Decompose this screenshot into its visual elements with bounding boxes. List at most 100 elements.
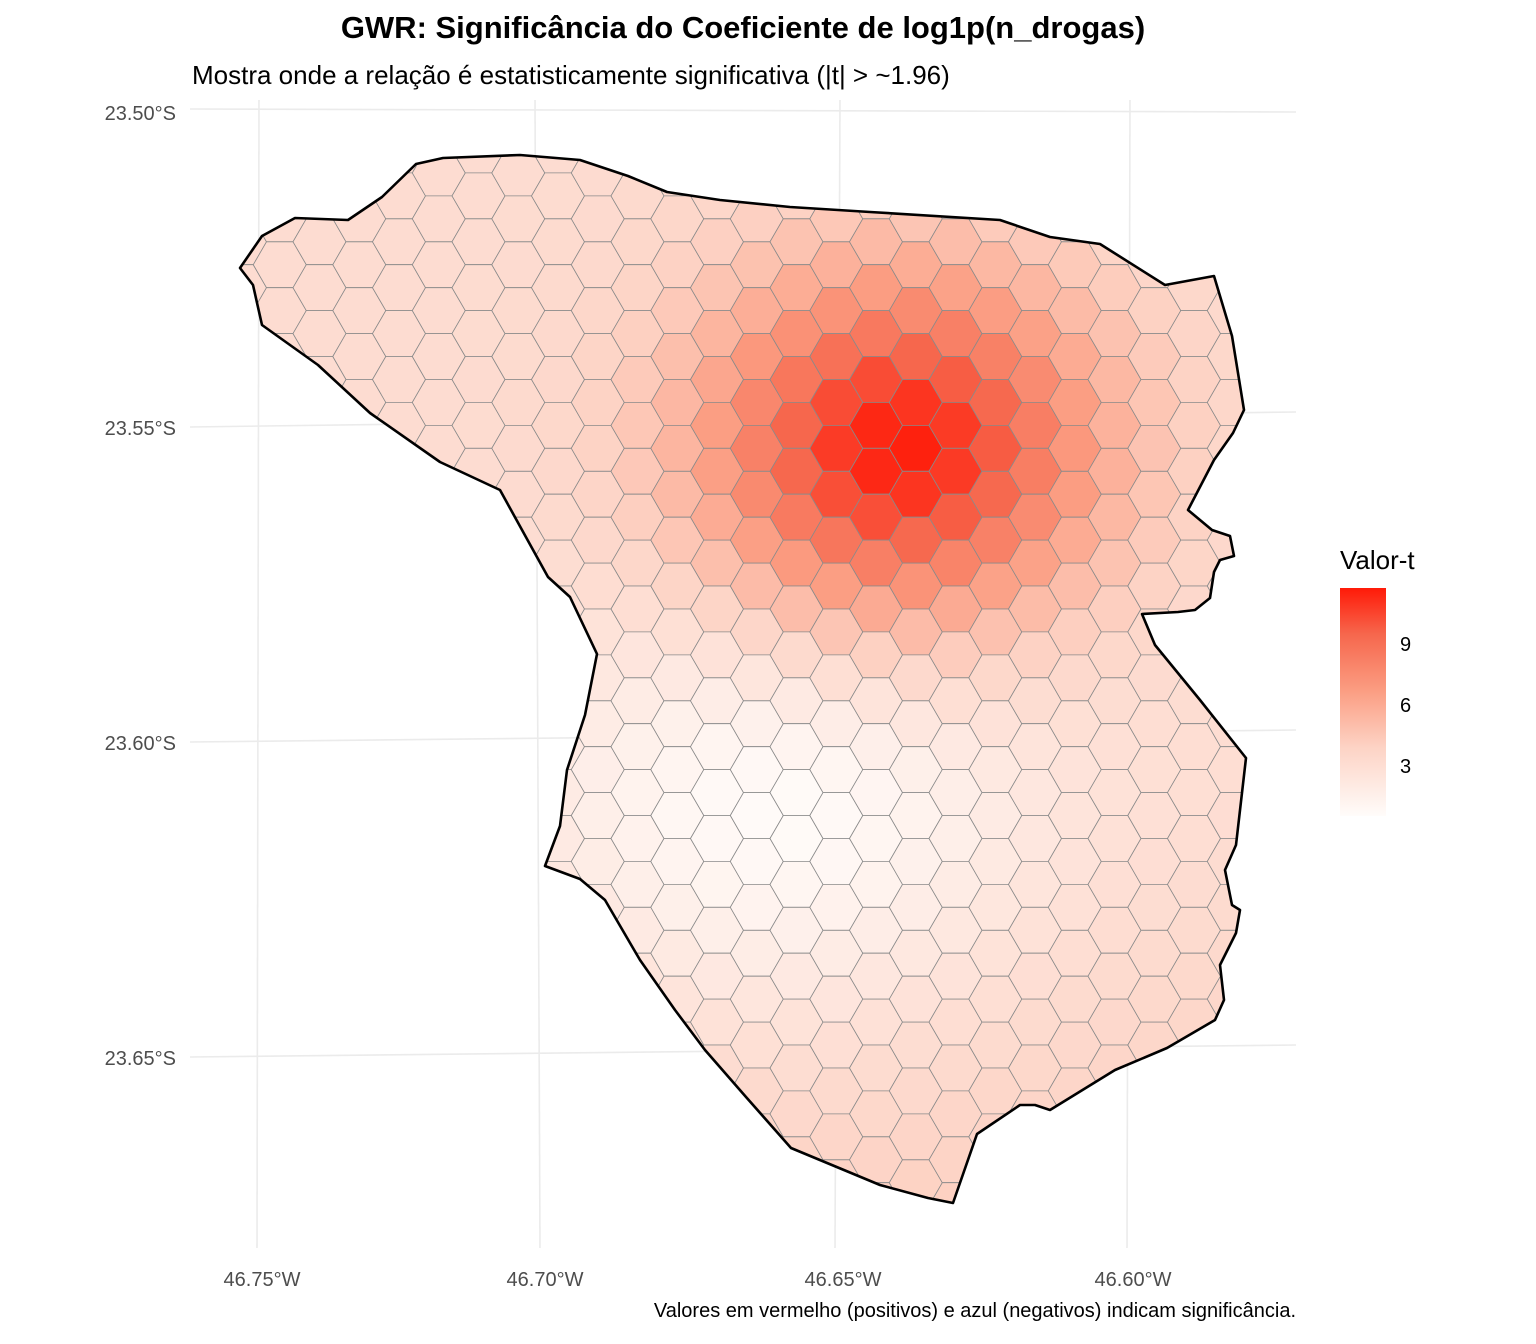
hex-cell [570, 929, 625, 977]
hex-cell [174, 1160, 227, 1206]
y-tick-label: 23.50°S [105, 103, 176, 125]
map-title: GWR: Significância do Coeficiente de log… [340, 10, 1146, 45]
hex-cell [372, 1182, 426, 1203]
hex-cell [1048, 1206, 1101, 1252]
hex-cell [1008, 1182, 1062, 1203]
hex-cell [1327, 1045, 1380, 1091]
hex-cell [174, 242, 227, 288]
hex-cell [691, 81, 744, 127]
hex-cell [292, 172, 347, 220]
hex-cell [372, 952, 426, 1000]
hex-cell [1247, 1229, 1300, 1275]
legend-colorbar [1340, 588, 1386, 816]
hex-cell [491, 792, 546, 839]
hex-cell [1167, 218, 1221, 266]
hex-cell [174, 701, 227, 747]
hex-cell [1247, 173, 1300, 219]
hex-cell [240, 952, 267, 1000]
hex-cell [332, 1067, 387, 1115]
hex-cell [491, 975, 546, 1023]
hex-cell [531, 677, 585, 725]
hex-cell [969, 1252, 1022, 1298]
hex-cell [333, 1206, 386, 1252]
hex-cell [611, 1229, 664, 1275]
hex-cell [611, 81, 664, 127]
hex-cell [1327, 265, 1380, 311]
hex-cell [174, 380, 227, 426]
hex-cell [651, 1252, 704, 1298]
hex-cell [1206, 470, 1246, 518]
hex-cell [1247, 219, 1300, 265]
hex-cell [1287, 747, 1340, 793]
hex-cell [1327, 448, 1380, 494]
hex-cell [411, 470, 466, 518]
hex-cell [372, 631, 426, 679]
hex-cell [1206, 654, 1246, 702]
hex-cell [174, 334, 227, 380]
hex-cell [292, 155, 347, 174]
hex-cell [240, 815, 267, 862]
hex-cell [1008, 155, 1062, 174]
hex-cell [1287, 1252, 1340, 1298]
hex-cell [411, 654, 466, 702]
hex-cell [174, 1252, 227, 1298]
hex-cell [252, 516, 307, 564]
hex-cell [1127, 155, 1182, 197]
hex-cell [1247, 81, 1300, 127]
hex-cell [1247, 678, 1300, 724]
hex-cell [691, 1229, 744, 1275]
hex-cell [1366, 150, 1419, 196]
hex-cell [492, 104, 545, 150]
hex-cell [451, 1044, 506, 1092]
hex-cell [451, 906, 506, 954]
hex-cell [929, 81, 982, 127]
hex-cell [968, 1159, 1023, 1203]
hex-cell [570, 975, 625, 1023]
hex-cell [411, 562, 466, 610]
hex-cell [1366, 1114, 1419, 1160]
hex-cell [292, 677, 347, 725]
hex-cell [452, 81, 505, 127]
hex-cell [252, 792, 307, 839]
hex-cell [1287, 104, 1340, 150]
hex-cell [292, 1044, 347, 1092]
hex-cell [332, 792, 387, 839]
hex-cell [1366, 1206, 1419, 1252]
hex-cell [1287, 976, 1340, 1022]
hex-cell [491, 1113, 546, 1161]
hex-cell [1127, 1067, 1182, 1115]
hex-cell [174, 1206, 227, 1252]
hex-cell [372, 906, 426, 954]
hex-cell [1008, 172, 1062, 220]
hex-cell [1366, 1252, 1419, 1298]
hex-cell [1287, 150, 1340, 196]
hex-cell [1247, 127, 1300, 173]
hex-cell [332, 155, 387, 197]
hex-cell [850, 81, 903, 127]
hex-cell [1167, 172, 1221, 220]
hex-cell [252, 700, 307, 748]
hex-cell [1047, 195, 1102, 243]
hex-cell [252, 608, 307, 656]
hex-cell [240, 906, 267, 954]
hex-cell [1366, 930, 1419, 976]
hex-cell [332, 929, 387, 977]
hex-cell [292, 723, 347, 770]
hex-cell [451, 539, 506, 587]
hex-cell [174, 609, 227, 655]
hex-cell [1047, 155, 1102, 197]
hex-cell [1247, 632, 1300, 678]
hex-cell [372, 1090, 426, 1138]
hex-cell [1087, 1090, 1142, 1138]
hex-cell [1287, 425, 1340, 471]
hex-cell [451, 677, 506, 725]
hex-cell [1366, 884, 1419, 930]
hex-cell [332, 1159, 387, 1203]
hex-cell [292, 769, 347, 816]
hex-cell [451, 585, 506, 633]
hex-cell [1247, 861, 1300, 907]
hex-cell [1247, 540, 1300, 586]
hex-cell [411, 608, 466, 656]
hex-cell [610, 1182, 665, 1203]
hex-cell [174, 196, 227, 242]
